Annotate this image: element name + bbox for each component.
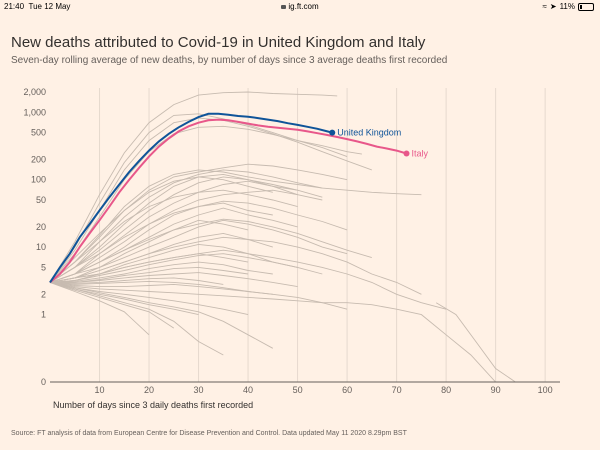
lock-icon bbox=[281, 5, 287, 9]
y-tick-label-5: 20 bbox=[36, 222, 46, 232]
background-series-line-24 bbox=[49, 281, 348, 310]
y-tick-label-1: 1 bbox=[41, 310, 46, 320]
background-series-line-31 bbox=[49, 281, 150, 336]
status-indicators: ≈ ➤ 11% bbox=[542, 2, 594, 11]
background-series-line-2 bbox=[49, 117, 372, 283]
y-axis-ticks: 0 1 2 5 10 20 50 100 200 500 1,000 2,000 bbox=[23, 87, 46, 387]
y-tick-label-2: 2 bbox=[41, 289, 46, 299]
wifi-icon: ≈ bbox=[542, 2, 547, 11]
background-series-line-28 bbox=[49, 281, 274, 349]
series-end-marker-italy bbox=[403, 150, 410, 157]
y-tick-label-4: 10 bbox=[36, 242, 46, 252]
status-bar: 21:40 Tue 12 May ig.ft.com ≈ ➤ 11% bbox=[0, 0, 600, 14]
chart-grid bbox=[99, 88, 546, 382]
background-series-line-22 bbox=[49, 277, 224, 285]
uk-series-label: United Kingdom bbox=[337, 128, 401, 138]
background-series bbox=[49, 91, 555, 383]
background-series-line-21 bbox=[50, 272, 298, 288]
background-series-line-9 bbox=[49, 180, 298, 283]
status-time: 21:40 Tue 12 May bbox=[4, 2, 71, 11]
y-tick-label-8: 200 bbox=[31, 154, 46, 164]
background-series-line-5 bbox=[49, 163, 348, 283]
background-series-line-37 bbox=[49, 176, 273, 283]
y-tick-label-11: 2,000 bbox=[23, 87, 46, 97]
x-axis-label: Number of days since 3 daily deaths firs… bbox=[53, 400, 253, 410]
x-tick-label-2: 30 bbox=[194, 385, 204, 395]
source-note: Source: FT analysis of data from Europea… bbox=[11, 430, 407, 437]
background-series-line-0 bbox=[49, 91, 338, 283]
background-series-line-19 bbox=[49, 261, 273, 283]
x-tick-label-4: 50 bbox=[293, 385, 303, 395]
x-tick-label-5: 60 bbox=[342, 385, 352, 395]
background-series-line-36 bbox=[49, 189, 298, 283]
chart-title: New deaths attributed to Covid-19 in Uni… bbox=[11, 34, 426, 51]
y-tick-label-9: 500 bbox=[31, 128, 46, 138]
y-tick-label-7: 100 bbox=[31, 175, 46, 185]
y-tick-label-6: 50 bbox=[36, 195, 46, 205]
background-series-line-35 bbox=[49, 200, 348, 283]
location-icon: ➤ bbox=[549, 2, 557, 11]
battery-icon bbox=[578, 2, 594, 11]
background-series-line-7 bbox=[49, 173, 298, 283]
background-series-line-3 bbox=[49, 125, 362, 283]
background-series-line-14 bbox=[49, 219, 348, 283]
background-series-line-18 bbox=[49, 253, 323, 283]
highlight-series bbox=[49, 112, 410, 284]
background-series-line-10 bbox=[49, 189, 323, 283]
series-line-united-kingdom bbox=[49, 112, 333, 283]
background-series-line-8 bbox=[49, 176, 323, 283]
background-series-line-32 bbox=[49, 236, 422, 295]
background-series-line-30 bbox=[49, 281, 224, 356]
y-tick-label-3: 5 bbox=[41, 262, 46, 272]
x-tick-label-0: 10 bbox=[95, 385, 105, 395]
background-series-line-29 bbox=[49, 281, 175, 329]
x-tick-label-8: 90 bbox=[491, 385, 501, 395]
y-tick-label-10: 1,000 bbox=[23, 107, 46, 117]
x-tick-label-3: 40 bbox=[243, 385, 253, 395]
y-tick-label-0: 0 bbox=[41, 377, 46, 387]
chart-subtitle: Seven-day rolling average of new deaths,… bbox=[11, 55, 448, 66]
battery-percent: 11% bbox=[559, 2, 575, 11]
x-tick-label-6: 70 bbox=[392, 385, 402, 395]
series-end-marker-united-kingdom bbox=[329, 129, 336, 136]
background-series-line-33 bbox=[49, 249, 447, 310]
italy-series-label: Italy bbox=[412, 148, 429, 158]
background-series-line-25 bbox=[49, 281, 496, 383]
background-series-line-23 bbox=[49, 280, 273, 295]
series-line-italy bbox=[49, 118, 407, 284]
background-series-line-4 bbox=[49, 169, 422, 283]
address-url[interactable]: ig.ft.com bbox=[0, 2, 600, 11]
x-tick-label-1: 20 bbox=[144, 385, 154, 395]
x-axis-ticks: 10 20 30 40 50 60 70 80 90 100 bbox=[95, 385, 553, 395]
x-tick-label-7: 80 bbox=[441, 385, 451, 395]
x-tick-label-9: 100 bbox=[538, 385, 553, 395]
background-series-line-34 bbox=[49, 218, 372, 283]
